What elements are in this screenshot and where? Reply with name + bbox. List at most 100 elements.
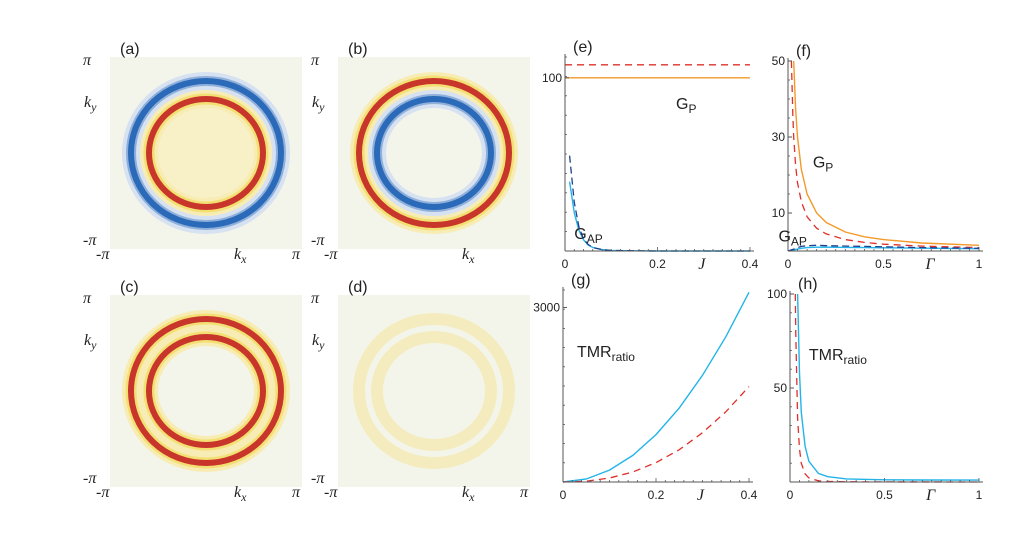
panel-label: (g) (571, 272, 591, 289)
x-axis-label: Γ (925, 256, 936, 273)
annotation-label: TMRratio (577, 344, 635, 364)
x-tick-label: 0.2 (649, 257, 666, 271)
x-axis-label: kx (462, 484, 475, 504)
y-tick-label: 50 (772, 54, 786, 68)
red-ring (140, 328, 272, 454)
x-tick-label: 0 (787, 488, 794, 502)
x-axis-label-sub: x (468, 490, 475, 504)
x-axis-label-main: k (462, 484, 470, 501)
y-axis-label-main: k (312, 332, 320, 349)
x-axis-label: Γ (925, 487, 936, 504)
annotation-sub: P (688, 102, 696, 116)
inner-yellow-fill (152, 102, 260, 204)
x-axis-label: kx (234, 484, 247, 504)
x-tick-label: 0 (560, 488, 567, 502)
series-line-cyan-solid (796, 293, 980, 481)
x-tick-label: 0 (562, 257, 569, 271)
x-tick-left: -π (324, 246, 338, 263)
faint-ring (353, 313, 515, 469)
y-tick-top: π (83, 290, 92, 307)
y-axis-label: ky (312, 94, 325, 114)
y-axis-label: ky (84, 94, 97, 114)
y-axis-label-sub: y (318, 338, 325, 352)
annotation-sub: AP (587, 232, 603, 246)
panel-label: (e) (573, 39, 593, 56)
red-ring (122, 310, 290, 472)
x-axis-label-main: k (234, 246, 242, 263)
y-tick-label: 50 (774, 381, 788, 395)
y-tick-label: 10 (772, 206, 786, 220)
annotation-sub: P (825, 160, 833, 174)
annotation-main: G (676, 96, 688, 113)
y-tick-bottom: -π (83, 470, 97, 487)
x-axis-label: kx (462, 246, 475, 266)
y-tick-label: 3000 (533, 300, 560, 314)
heatmap-panel-a: (a)πky-π-π kx π (83, 41, 302, 266)
heatmap-background (338, 295, 530, 487)
y-axis-label-sub: y (90, 338, 97, 352)
x-tick-label: 0 (785, 257, 792, 271)
x-axis-label: J (697, 487, 705, 504)
red-ring (350, 72, 518, 234)
annotation-main: G (778, 229, 790, 246)
y-tick-top: π (311, 52, 320, 69)
panel-label: (f) (796, 43, 811, 60)
x-axis-label-main: k (462, 246, 470, 263)
x-tick-label: 1 (976, 488, 983, 502)
annotation-sub: AP (791, 235, 807, 249)
y-axis-label: ky (312, 332, 325, 352)
x-tick-left: -π (96, 246, 110, 263)
y-axis-label-main: k (312, 94, 320, 111)
y-tick-bottom: -π (311, 470, 325, 487)
y-tick-label: 100 (767, 287, 787, 301)
blue-ring (122, 72, 290, 234)
annotation-label: GP (676, 96, 696, 116)
heatmap-panel-c: (c)πky-π-π kx π (83, 279, 302, 504)
annotation-main: TMR (577, 344, 612, 361)
heatmap-panel-b: (b)πky-π-π kx (311, 41, 530, 266)
annotation-main: G (813, 154, 825, 171)
x-tick-label: 0.5 (876, 488, 893, 502)
x-tick-right: π (292, 246, 301, 263)
x-tick-label: 0.5 (875, 257, 892, 271)
series-line-cyan-solid (562, 291, 750, 483)
panel-label: (d) (348, 279, 368, 296)
y-axis-label-main: k (84, 94, 92, 111)
faint-ring (371, 331, 497, 451)
x-tick-right: π (520, 484, 529, 501)
x-axis-label: J (698, 256, 706, 273)
y-tick-top: π (311, 290, 320, 307)
plot-panel-h: 0 0.5 1 50 100 Γ (h) TMRratio (767, 276, 983, 504)
annotation-label: GAP (778, 229, 806, 249)
x-tick-label: 1 (976, 257, 983, 271)
x-axis-label-sub: x (240, 490, 247, 504)
series-line-orange-solid (793, 60, 980, 246)
y-axis-label-main: k (84, 332, 92, 349)
panel-label: (a) (120, 41, 140, 58)
series-line-cyan-solid (787, 246, 980, 252)
red-ring (140, 90, 272, 216)
series-line-navy-dashed (787, 244, 980, 252)
x-tick-label: 0.2 (648, 488, 665, 502)
annotation-label: TMRratio (809, 347, 867, 367)
y-axis-label: ky (84, 332, 97, 352)
series-line-red-dashed (794, 293, 980, 483)
annotation-sub: ratio (612, 350, 636, 364)
x-tick-right: π (292, 484, 301, 501)
x-tick-label: 0.4 (742, 257, 759, 271)
heatmap-panel-d: (d)πky-π-π kx π (311, 279, 530, 504)
blue-ring (368, 90, 500, 216)
x-axis-label-sub: x (240, 252, 247, 266)
x-axis-label: kx (234, 246, 247, 266)
annotation-sub: ratio (844, 353, 868, 367)
plot-panel-g: 0 0.2 0.4 3000 J (g) TMRratio (533, 272, 757, 504)
annotation-main: G (574, 226, 586, 243)
y-tick-label: 30 (772, 130, 786, 144)
x-tick-left: -π (324, 484, 338, 501)
x-tick-label: 0.4 (741, 488, 758, 502)
y-axis-label-sub: y (318, 100, 325, 114)
panel-label: (b) (348, 41, 368, 58)
annotation-label: GAP (574, 226, 602, 246)
